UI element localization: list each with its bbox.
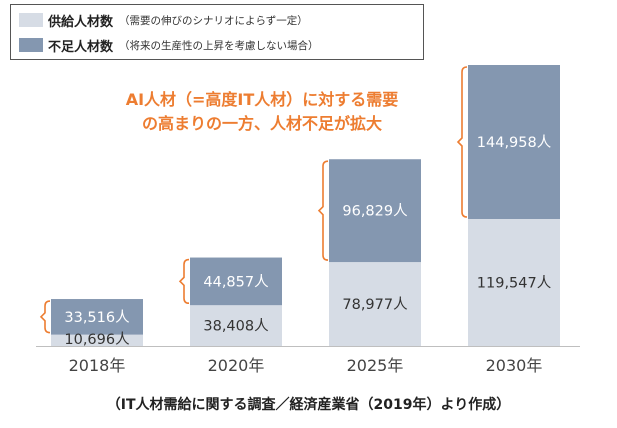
label-shortage-0: 33,516人	[64, 309, 129, 326]
x-tick-label-0: 2018年	[69, 356, 126, 375]
chart-annotation: AI人材（=高度IT人材）に対する需要 の高まりの一方、人材不足が拡大	[72, 88, 452, 136]
bar-shortage-1	[190, 257, 282, 306]
annotation-line-2: の高まりの一方、人材不足が拡大	[141, 114, 382, 133]
shortage-bracket-0	[39, 300, 51, 334]
x-tick-label-3: 2030年	[486, 356, 543, 375]
legend-item-supply: 供給人材数 （需要の伸びのシナリオによらず一定）	[19, 10, 308, 30]
bar-supply-3	[468, 218, 560, 346]
bar-shortage-3	[468, 65, 560, 219]
x-tick-labels: 2018年 2020年 2025年 2030年	[69, 356, 543, 375]
source-caption: （IT人材需給に関する調査／経済産業省（2019年）より作成）	[106, 397, 511, 413]
label-shortage-3: 144,958人	[477, 134, 551, 151]
label-supply-0: 10,696人	[64, 331, 129, 348]
shortage-bracket-3	[456, 66, 468, 218]
x-tick-label-1: 2020年	[208, 356, 265, 375]
bar-supply-2	[329, 262, 421, 346]
legend: 供給人材数 （需要の伸びのシナリオによらず一定） 不足人材数 （将来の生産性の上…	[10, 4, 424, 60]
legend-item-shortage: 不足人材数 （将来の生産性の上昇を考慮しない場合）	[19, 35, 319, 55]
label-shortage-1: 44,857人	[203, 273, 268, 290]
bar-supply-0	[51, 334, 143, 346]
bar-shortage-0	[51, 299, 143, 335]
label-shortage-2: 96,829人	[342, 203, 407, 220]
legend-swatch-shortage	[19, 38, 43, 52]
bar-shortage-2	[329, 159, 421, 263]
legend-note-supply: （需要の伸びのシナリオによらず一定）	[119, 14, 308, 27]
legend-swatch-supply	[19, 13, 43, 27]
label-supply-2: 78,977人	[342, 296, 407, 313]
shortage-bracket-1	[178, 258, 190, 304]
bars-group: 10,696人 33,516人 38,408人 44,857人 78,977人 96,82…	[39, 65, 560, 348]
shortage-bracket-2	[317, 160, 329, 261]
label-supply-1: 38,408人	[203, 318, 268, 335]
annotation-line-1: AI人材（=高度IT人材）に対する需要	[125, 90, 399, 109]
legend-label-shortage: 不足人材数	[48, 39, 114, 55]
x-tick-label-2: 2025年	[347, 356, 404, 375]
label-supply-3: 119,547人	[477, 274, 551, 291]
legend-note-shortage: （将来の生産性の上昇を考慮しない場合）	[119, 39, 319, 52]
bar-supply-1	[190, 305, 282, 346]
legend-label-supply: 供給人材数	[48, 14, 114, 30]
